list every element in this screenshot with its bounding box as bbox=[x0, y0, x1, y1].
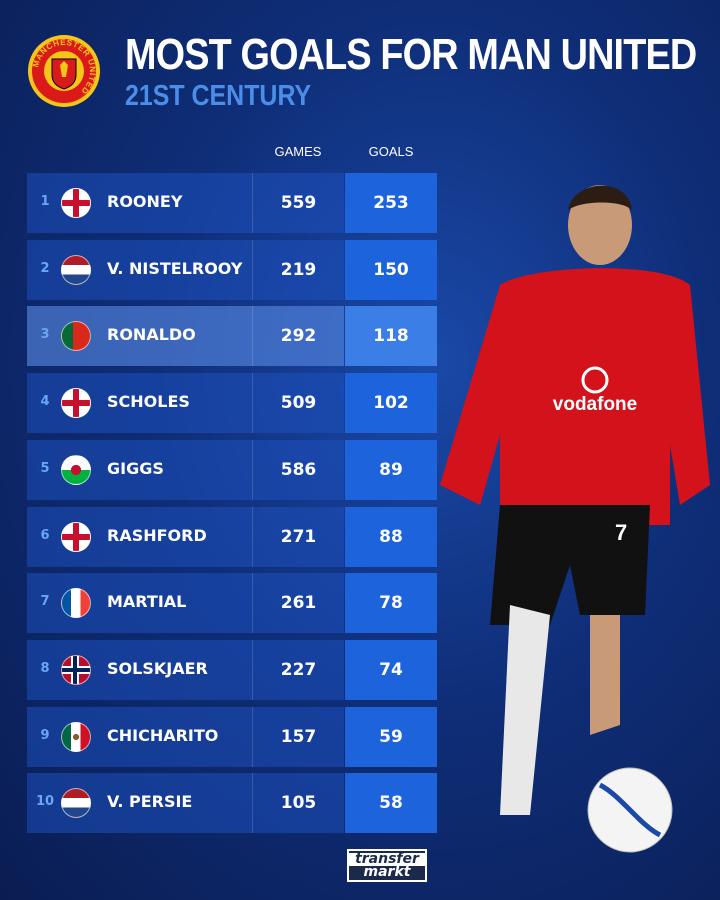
rank-label: 9 bbox=[40, 727, 50, 743]
games-value: 157 bbox=[252, 706, 344, 767]
rank-label: 8 bbox=[40, 660, 50, 676]
player-cell: 9 CHICHARITO bbox=[27, 706, 252, 767]
games-value: 105 bbox=[252, 773, 344, 834]
player-name: V. PERSIE bbox=[107, 792, 193, 812]
player-name: ROONEY bbox=[107, 192, 183, 211]
player-cell: 4 SCHOLES bbox=[27, 373, 252, 434]
table-row: 2 V. NISTELROOY 219 150 bbox=[27, 239, 437, 300]
games-value: 509 bbox=[252, 373, 344, 434]
goals-value: 118 bbox=[345, 306, 437, 367]
transfermarkt-logo: transfer markt bbox=[347, 849, 427, 882]
wales-flag-icon bbox=[61, 454, 91, 485]
england-flag-icon bbox=[61, 521, 91, 552]
goals-value: 74 bbox=[345, 639, 437, 700]
games-value: 559 bbox=[252, 173, 344, 233]
games-value: 227 bbox=[252, 639, 344, 700]
mexico-flag-icon bbox=[61, 721, 91, 752]
netherlands-flag-icon bbox=[61, 254, 91, 285]
table-row: 8 SOLSKJAER 227 74 bbox=[27, 639, 437, 700]
shirt-sponsor: vodafone bbox=[553, 394, 637, 415]
portugal-flag-icon bbox=[61, 321, 91, 352]
brand-line-1: transfer bbox=[349, 852, 425, 866]
brand-line-2: markt bbox=[363, 864, 411, 880]
page-title: MOST GOALS FOR MAN UNITED bbox=[125, 30, 697, 79]
player-cell: 1 ROONEY bbox=[27, 173, 252, 233]
goals-value: 59 bbox=[345, 706, 437, 767]
rank-label: 1 bbox=[40, 194, 50, 209]
france-flag-icon bbox=[61, 588, 91, 619]
player-name: RONALDO bbox=[107, 325, 196, 345]
games-value: 271 bbox=[252, 506, 344, 567]
norway-flag-icon bbox=[61, 654, 91, 685]
rank-label: 7 bbox=[40, 594, 50, 610]
games-value: 261 bbox=[252, 573, 344, 634]
player-name: SOLSKJAER bbox=[107, 658, 208, 678]
player-cell: 10 V. PERSIE bbox=[27, 773, 252, 834]
player-name: MARTIAL bbox=[107, 592, 187, 612]
goals-value: 78 bbox=[345, 573, 437, 634]
table-row: 5 GIGGS 586 89 bbox=[27, 439, 437, 500]
column-header-goals: GOALS bbox=[368, 144, 414, 159]
rank-label: 6 bbox=[40, 527, 50, 543]
rank-label: 5 bbox=[40, 460, 50, 476]
england-flag-icon bbox=[61, 188, 91, 218]
goals-value: 89 bbox=[345, 439, 437, 500]
table-row: 4 SCHOLES 509 102 bbox=[27, 373, 437, 434]
player-name: RASHFORD bbox=[107, 525, 207, 545]
rank-label: 2 bbox=[40, 260, 50, 276]
table-row: 3 RONALDO 292 118 bbox=[27, 306, 437, 367]
player-name: CHICHARITO bbox=[107, 725, 219, 745]
goals-value: 102 bbox=[345, 373, 437, 434]
player-cell: 7 MARTIAL bbox=[27, 573, 252, 634]
games-value: 586 bbox=[252, 439, 344, 500]
table-row: 6 RASHFORD 271 88 bbox=[27, 506, 437, 567]
player-cell: 2 V. NISTELROOY bbox=[27, 239, 252, 300]
rank-label: 3 bbox=[40, 327, 50, 343]
player-cell: 6 RASHFORD bbox=[27, 506, 252, 567]
table-row: 1 ROONEY 559 253 bbox=[27, 173, 437, 233]
table-row: 9 CHICHARITO 157 59 bbox=[27, 706, 437, 767]
column-header-games: GAMES bbox=[274, 144, 322, 159]
goals-value: 253 bbox=[345, 173, 437, 233]
goals-value: 88 bbox=[345, 506, 437, 567]
table-row: 10 V. PERSIE 105 58 bbox=[27, 773, 437, 834]
player-cell: 5 GIGGS bbox=[27, 439, 252, 500]
goals-value: 150 bbox=[345, 239, 437, 300]
player-photo: vodafone 7 bbox=[440, 185, 710, 853]
rank-label: 10 bbox=[35, 794, 55, 810]
england-flag-icon bbox=[61, 388, 91, 419]
games-value: 219 bbox=[252, 239, 344, 300]
games-value: 292 bbox=[252, 306, 344, 367]
player-cell: 3 RONALDO bbox=[27, 306, 252, 367]
player-name: GIGGS bbox=[107, 458, 164, 478]
table-row: 7 MARTIAL 261 78 bbox=[27, 573, 437, 634]
page-subtitle: 21ST CENTURY bbox=[125, 80, 312, 112]
netherlands-flag-icon bbox=[61, 788, 91, 819]
manchester-united-crest-logo: MANCHESTER UNITED bbox=[28, 35, 100, 107]
shirt-number: 7 bbox=[615, 520, 627, 545]
player-cell: 8 SOLSKJAER bbox=[27, 639, 252, 700]
player-name: V. NISTELROOY bbox=[107, 258, 243, 278]
player-name: SCHOLES bbox=[107, 392, 190, 412]
rank-label: 4 bbox=[40, 394, 50, 410]
goals-value: 58 bbox=[345, 773, 437, 834]
